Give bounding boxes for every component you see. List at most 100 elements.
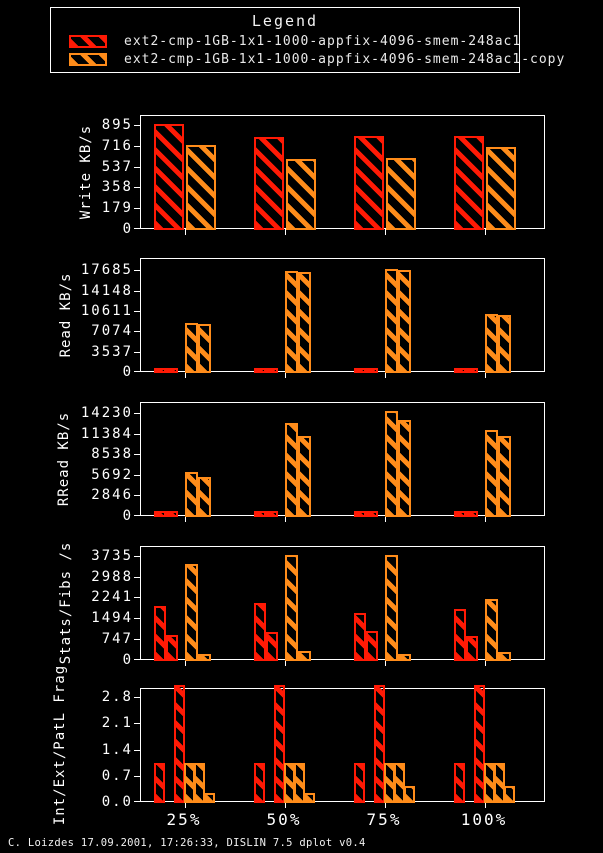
y-tick-mark [134,697,140,698]
bar-red-100%-m1 [466,368,478,373]
bar-red-75%-m1 [366,368,378,373]
y-tick-mark [134,577,140,578]
bar-orange-50%-m0 [286,159,316,230]
bar-red-25%-m0 [154,124,184,230]
x-category-label: 75% [366,810,402,829]
y-tick-label: 2846 [91,487,133,503]
bar-red-100%-m0 [454,511,466,517]
plot-area [140,115,545,235]
x-tick-mark [385,515,386,522]
bar-orange-50%-m0 [285,423,298,517]
bar-orange-100%-m0 [486,147,516,230]
x-tick-mark [385,801,386,808]
x-tick-mark [385,659,386,666]
y-tick-mark [134,801,140,802]
bar-orange-75%-m0 [386,158,416,230]
bar-orange-25%-m2 [204,793,215,803]
legend-box: Legend ext2-cmp-1GB-1x1-1000-appfix-4096… [50,7,564,73]
bar-red-75%-m1 [366,511,378,517]
x-tick-mark [285,371,286,378]
y-tick-mark [134,311,140,312]
y-tick-mark [134,228,140,229]
bar-orange-25%-m1 [198,324,211,373]
bar-red-25%-m0 [154,511,166,517]
y-tick-label: 2.1 [101,715,133,731]
y-tick-label: 7074 [91,323,133,339]
bar-orange-100%-m1 [498,315,511,373]
bar-red-100%-m0 [454,368,466,373]
bar-orange-50%-m1 [298,436,311,517]
bar-orange-50%-m1 [294,763,305,803]
y-tick-label: 1494 [91,610,133,626]
y-tick-mark [134,639,140,640]
x-tick-mark [485,228,486,235]
bar-red-50%-m1 [266,632,278,661]
bar-orange-75%-m2 [404,786,415,803]
x-category-label: 50% [266,810,302,829]
y-tick-mark [134,371,140,372]
y-tick-mark [134,597,140,598]
y-tick-mark [134,270,140,271]
bar-red-50%-m1 [266,511,278,517]
x-tick-mark [485,659,486,666]
y-tick-label: 3537 [91,344,133,360]
y-tick-label: 8538 [91,446,133,462]
y-tick-mark [134,352,140,353]
y-tick-mark [134,125,140,126]
y-tick-label: 14148 [80,283,133,299]
x-tick-mark [185,228,186,235]
y-tick-label: 17685 [80,262,133,278]
y-tick-mark [134,167,140,168]
bar-red-100%-m1 [466,636,478,661]
bar-orange-50%-m0 [285,271,298,373]
y-tick-label: 0.0 [101,794,133,810]
y-tick-label: 10611 [80,303,133,319]
legend-swatch-orange [69,53,107,66]
bar-red-75%-m0 [354,136,384,230]
y-tick-mark [134,618,140,619]
x-tick-mark [385,228,386,235]
y-tick-mark [134,331,140,332]
bar-orange-25%-m1 [198,654,211,661]
y-tick-mark [134,776,140,777]
bar-orange-100%-m1 [494,763,505,803]
bar-orange-25%-m0 [185,472,198,517]
y-tick-label: 2241 [91,589,133,605]
bar-red-25%-m0 [154,368,166,373]
bar-orange-75%-m0 [385,269,398,373]
y-tick-label: 895 [101,117,133,133]
bar-red-100%-m0 [454,609,466,661]
bar-red-50%-m0 [254,603,266,661]
bar-orange-25%-m0 [185,564,198,661]
plot-area [140,402,545,522]
bar-orange-50%-m1 [298,272,311,373]
bar-red-50%-m0 [254,137,284,230]
y-tick-label: 0 [122,508,133,524]
y-tick-mark [134,723,140,724]
x-category-label: 100% [460,810,508,829]
y-tick-label: 0 [122,221,133,237]
chart-panel-1: Read KB/s 0 3537 7074 10611 14148 17685 [0,258,603,379]
y-tick-label: 2988 [91,569,133,585]
bar-red-100%-m1 [466,511,478,517]
y-tick-mark [134,556,140,557]
y-tick-label: 0 [122,652,133,668]
legend-label: ext2-cmp-1GB-1x1-1000-appfix-4096-smem-2… [124,34,522,49]
x-tick-mark [185,515,186,522]
y-tick-label: 716 [101,138,133,154]
bar-red-50%-m0 [254,511,266,517]
bar-red-100%-m0 [454,763,465,803]
x-tick-mark [285,228,286,235]
bar-orange-75%-m1 [398,270,411,373]
bar-orange-75%-m1 [398,420,411,517]
plot-area [140,546,545,666]
y-tick-mark [134,750,140,751]
y-tick-label: 0 [122,364,133,380]
bar-red-75%-m1 [374,685,385,803]
bar-red-50%-m0 [254,368,266,373]
y-tick-mark [134,413,140,414]
y-tick-mark [134,208,140,209]
bar-orange-100%-m1 [498,436,511,517]
y-tick-label: 0.7 [101,768,133,784]
y-tick-label: 747 [101,631,133,647]
